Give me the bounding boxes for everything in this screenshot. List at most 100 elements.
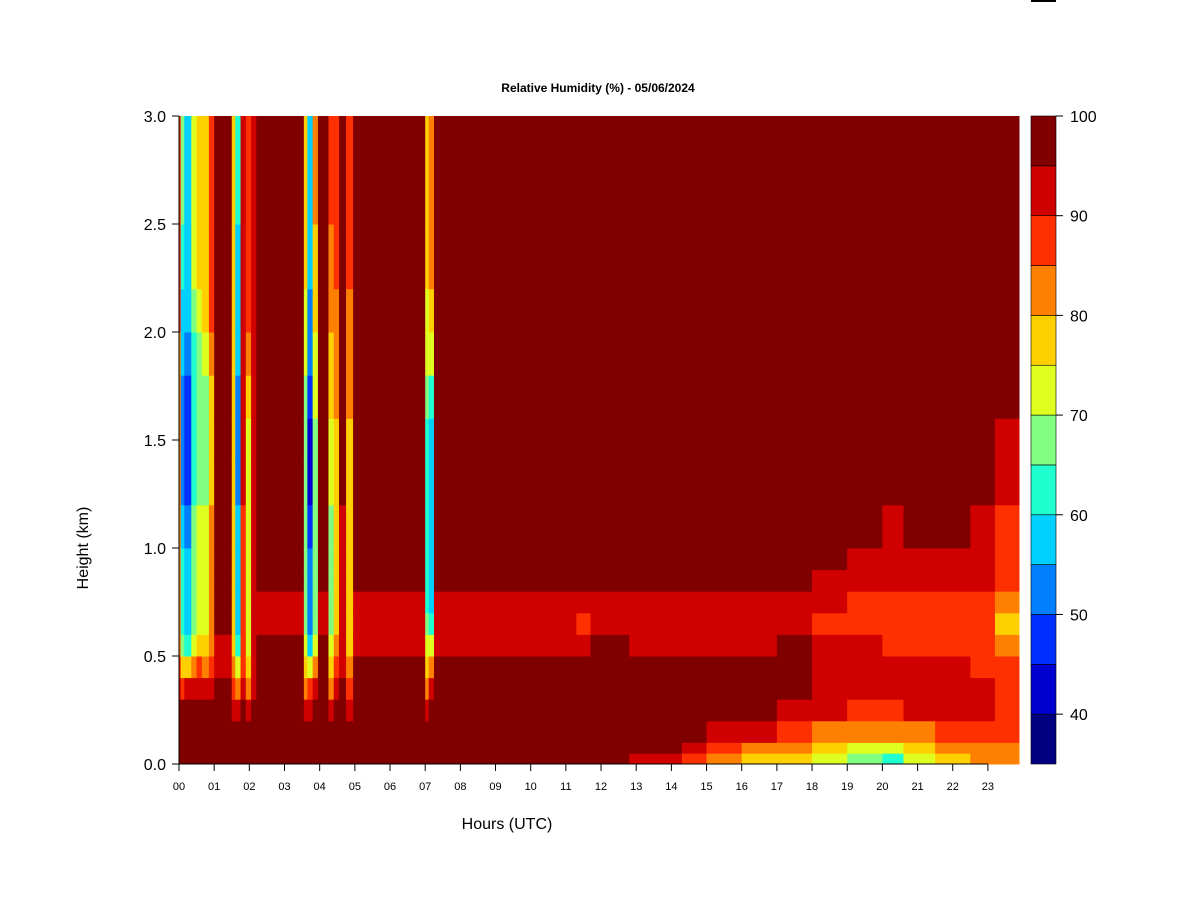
heatmap-cell	[882, 116, 905, 225]
heatmap-cell	[214, 224, 233, 290]
heatmap-cell	[240, 116, 247, 225]
heatmap-cell	[179, 332, 182, 376]
heatmap-cell	[251, 720, 257, 743]
heatmap-cell	[576, 332, 591, 376]
chart-title: Relative Humidity (%) - 05/06/2024	[501, 81, 695, 95]
heatmap-cell	[741, 612, 778, 635]
heatmap-cell	[590, 753, 630, 765]
heatmap-cell	[179, 634, 182, 657]
heatmap-cells	[179, 116, 1020, 765]
heatmap-cell	[629, 224, 683, 290]
heatmap-cell	[179, 569, 182, 592]
heatmap-cell	[251, 569, 257, 592]
heatmap-cell	[191, 461, 198, 506]
heatmap-cell	[251, 677, 257, 700]
heatmap-cell	[196, 461, 203, 506]
heatmap-cell	[333, 591, 340, 614]
heatmap-cell	[433, 504, 577, 549]
y-axis-label: Height (km)	[75, 507, 92, 590]
heatmap-cell	[741, 699, 778, 722]
heatmap-cell	[333, 677, 340, 700]
heatmap-cell	[328, 332, 335, 376]
heatmap-cell	[576, 288, 591, 333]
heatmap-cell	[235, 288, 242, 333]
heatmap-cell	[303, 332, 308, 376]
heatmap-cell	[333, 224, 340, 290]
x-tick-label: 01	[208, 781, 220, 793]
x-tick-label: 07	[419, 781, 431, 793]
x-tick-label: 03	[278, 781, 290, 793]
heatmap-cell	[425, 332, 430, 376]
heatmap-cell	[312, 569, 319, 592]
heatmap-cell	[214, 677, 233, 700]
heatmap-cell	[681, 612, 708, 635]
heatmap-cell	[433, 677, 577, 700]
heatmap-cell	[706, 375, 743, 419]
heatmap-cell	[339, 634, 347, 657]
heatmap-cell	[196, 332, 203, 376]
heatmap-cell	[235, 699, 242, 722]
heatmap-cell	[706, 548, 743, 571]
heatmap-cell	[245, 634, 252, 657]
heatmap-cell	[180, 656, 185, 679]
heatmap-cell	[776, 569, 813, 592]
heatmap-cell	[425, 418, 430, 463]
corner-mark	[1031, 0, 1056, 2]
heatmap-cell	[184, 569, 192, 592]
heatmap-cell	[231, 634, 236, 657]
heatmap-cell	[303, 753, 308, 765]
heatmap-cell	[882, 375, 905, 419]
heatmap-cell	[425, 548, 430, 571]
heatmap-cell	[231, 742, 236, 754]
colorbar-tick-label: 40	[1070, 707, 1088, 724]
heatmap-cell	[425, 569, 430, 592]
x-tick-label: 09	[489, 781, 501, 793]
heatmap-cell	[208, 699, 215, 722]
heatmap-cell	[214, 332, 233, 376]
x-tick-label: 04	[314, 781, 326, 793]
x-tick-label: 06	[384, 781, 396, 793]
heatmap-cell	[180, 224, 185, 290]
heatmap-cell	[994, 332, 1020, 376]
heatmap-cell	[741, 656, 778, 679]
heatmap-cell	[245, 591, 252, 614]
heatmap-cell	[180, 418, 185, 463]
heatmap-cell	[240, 461, 247, 506]
heatmap-cell	[191, 332, 198, 376]
heatmap-cell	[994, 548, 1020, 571]
heatmap-cell	[312, 224, 319, 290]
heatmap-cell	[706, 634, 743, 657]
heatmap-cell	[303, 418, 308, 463]
heatmap-cell	[191, 116, 198, 225]
heatmap-cell	[196, 418, 203, 463]
heatmap-cell	[180, 677, 185, 700]
heatmap-cell	[576, 461, 591, 506]
heatmap-cell	[214, 461, 233, 506]
colorbar-swatch	[1030, 265, 1057, 316]
heatmap-cell	[339, 753, 347, 765]
heatmap-cell	[184, 332, 192, 376]
heatmap-cell	[741, 569, 778, 592]
heatmap-cell	[201, 742, 210, 754]
heatmap-cell	[903, 504, 936, 549]
heatmap-cell	[196, 591, 203, 614]
x-tick-label: 23	[982, 781, 994, 793]
heatmap-cell	[240, 677, 247, 700]
heatmap-cell	[196, 548, 203, 571]
heatmap-cell	[307, 288, 314, 333]
heatmap-cell	[776, 504, 813, 549]
heatmap-cell	[328, 461, 335, 506]
heatmap-cell	[353, 548, 426, 571]
heatmap-cell	[240, 418, 247, 463]
heatmap-cell	[847, 742, 883, 754]
heatmap-cell	[903, 418, 936, 463]
heatmap-cell	[590, 699, 630, 722]
heatmap-cell	[346, 461, 354, 506]
heatmap-cell	[256, 612, 305, 635]
heatmap-cell	[214, 548, 233, 571]
heatmap-cell	[346, 548, 354, 571]
heatmap-cell	[328, 224, 335, 290]
heatmap-cell	[256, 288, 305, 333]
heatmap-cell	[994, 656, 1020, 679]
heatmap-cell	[428, 504, 435, 549]
